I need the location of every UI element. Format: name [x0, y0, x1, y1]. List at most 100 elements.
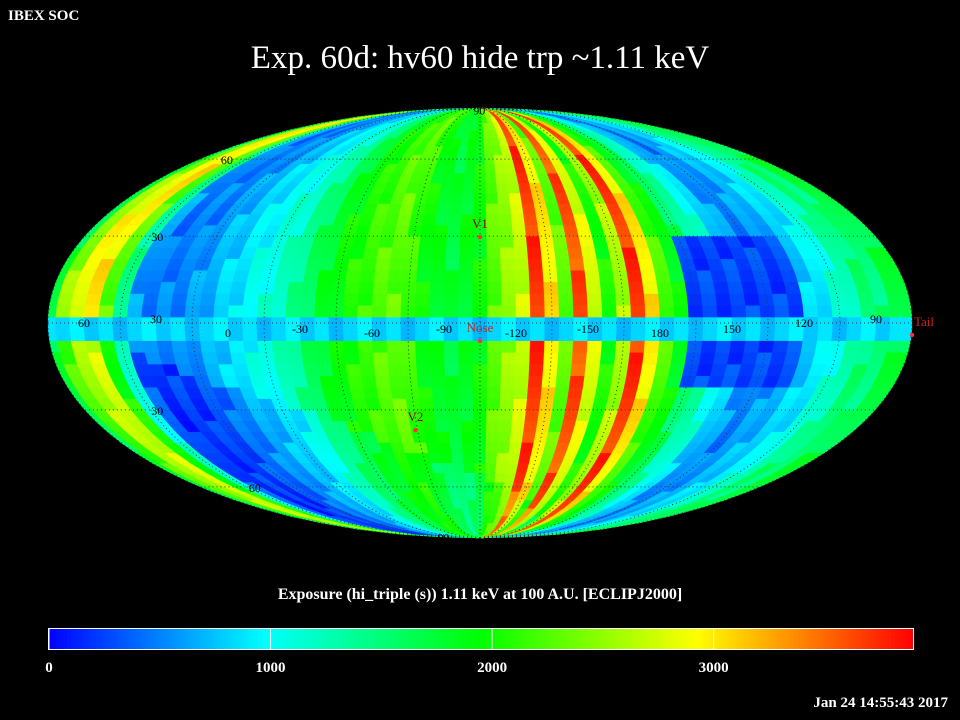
colorbar-segment — [772, 629, 777, 649]
longitude-line — [119, 107, 481, 539]
colorbar-segment — [290, 629, 295, 649]
colorbar-segment — [560, 629, 565, 649]
latitude-label: 30 — [151, 230, 163, 244]
colorbar-segment — [664, 629, 669, 649]
colorbar-segment — [157, 629, 162, 649]
colorbar-segment — [689, 629, 694, 649]
colorbar-segment — [326, 629, 331, 649]
longitude-line — [479, 107, 553, 539]
colorbar-segment — [247, 629, 252, 649]
colorbar-segment — [812, 629, 817, 649]
colorbar-segment — [841, 629, 846, 649]
colorbar-segment — [340, 629, 345, 649]
colorbar-segment — [578, 629, 583, 649]
colorbar-segment — [398, 629, 403, 649]
colorbar-segment — [463, 629, 468, 649]
colorbar-segment — [229, 629, 234, 649]
exposure-cell — [888, 305, 913, 318]
colorbar-segment — [358, 629, 363, 649]
colorbar-segment — [898, 629, 903, 649]
marker-label-nose: Nose — [467, 320, 494, 335]
colorbar-segment — [113, 629, 118, 649]
exposure-cell — [47, 328, 57, 341]
colorbar-segment — [542, 629, 547, 649]
colorbar-segment — [722, 629, 727, 649]
graticule — [47, 107, 913, 539]
colorbar-segment — [445, 629, 450, 649]
colorbar-segment — [272, 629, 277, 649]
colorbar-segment — [441, 629, 446, 649]
colorbar-segment — [329, 629, 334, 649]
markers: V1 Nose V2 Tail — [407, 216, 934, 433]
colorbar-segment — [369, 629, 374, 649]
colorbar-segment — [99, 629, 104, 649]
colorbar-segment — [826, 629, 831, 649]
colorbar-segment — [596, 629, 601, 649]
colorbar-segment — [243, 629, 248, 649]
colorbar-segment — [81, 629, 86, 649]
colorbar-segment — [661, 629, 666, 649]
colorbar-segment — [502, 629, 507, 649]
colorbar-segment — [877, 629, 882, 649]
colorbar-segment — [869, 629, 874, 649]
colorbar-segment — [643, 629, 648, 649]
marker-label-v2: V2 — [407, 409, 423, 424]
colorbar-segment — [621, 629, 626, 649]
colorbar-tick-label: 0 — [45, 660, 53, 676]
colorbar-segment — [545, 629, 550, 649]
colorbar-segment — [747, 629, 752, 649]
colorbar-segment — [59, 629, 64, 649]
colorbar-segment — [614, 629, 619, 649]
colorbar-segment — [859, 629, 864, 649]
colorbar-segment — [607, 629, 612, 649]
colorbar-segment — [823, 629, 828, 649]
latitude-label: 90 — [437, 531, 449, 545]
colorbar-segment — [769, 629, 774, 649]
colorbar-segment — [574, 629, 579, 649]
colorbar-segment — [214, 629, 219, 649]
colorbar-segment — [758, 629, 763, 649]
colorbar-segment — [67, 629, 72, 649]
colorbar-segment — [833, 629, 838, 649]
colorbar-segment — [797, 629, 802, 649]
colorbar-segment — [686, 629, 691, 649]
marker-dot — [909, 332, 915, 338]
timestamp: Jan 24 14:55:43 2017 — [813, 695, 948, 711]
colorbar-segment — [653, 629, 658, 649]
colorbar-segment — [293, 629, 298, 649]
colorbar-segment — [77, 629, 82, 649]
colorbar-segment — [283, 629, 288, 649]
colorbar-segment — [553, 629, 558, 649]
colorbar-segment — [675, 629, 680, 649]
colorbar-segment — [452, 629, 457, 649]
colorbar-segment — [182, 629, 187, 649]
colorbar-segment — [149, 629, 154, 649]
colorbar-segment — [383, 629, 388, 649]
colorbar-segment — [657, 629, 662, 649]
org-label: IBEX SOC — [8, 8, 80, 24]
colorbar-segment — [139, 629, 144, 649]
colorbar-segment — [455, 629, 460, 649]
colorbar-segment — [668, 629, 673, 649]
colorbar-segment — [423, 629, 428, 649]
colorbar-segment — [538, 629, 543, 649]
colorbar-segment — [142, 629, 147, 649]
colorbar-segment — [88, 629, 93, 649]
colorbar-segment — [322, 629, 327, 649]
colorbar-segment — [146, 629, 151, 649]
colorbar-segment — [416, 629, 421, 649]
colorbar-segment — [121, 629, 126, 649]
colorbar-segment — [254, 629, 259, 649]
colorbar-segment — [697, 629, 702, 649]
latitude-label: 30 — [151, 404, 163, 418]
colorbar-segment — [895, 629, 900, 649]
colorbar-segment — [506, 629, 511, 649]
colorbar-segment — [405, 629, 410, 649]
longitude-label: 90 — [870, 312, 882, 326]
colorbar-segment — [848, 629, 853, 649]
colorbar-segment — [207, 629, 212, 649]
chart-title: Exp. 60d: hv60 hide trp ~1.11 keV — [250, 40, 710, 76]
colorbar-segment — [556, 629, 561, 649]
colorbar-segment — [830, 629, 835, 649]
colorbar-segment — [391, 629, 396, 649]
